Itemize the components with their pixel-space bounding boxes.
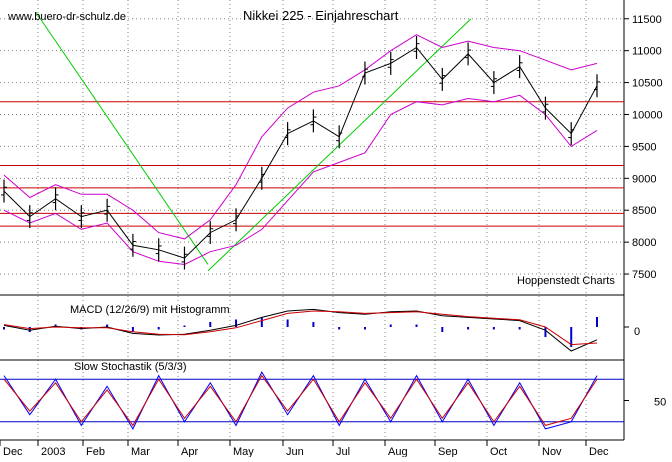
x-tick-label: 2003 (41, 446, 65, 457)
x-tick-label: Mar (131, 446, 150, 457)
macd-title: MACD (12/26/9) mit Histogramm (70, 304, 230, 316)
x-tick-label: May (233, 446, 254, 457)
x-tick-label: Dec (3, 446, 23, 457)
trend-line (35, 12, 209, 265)
x-tick-label: Dec (589, 446, 609, 457)
stochastic-panel (0, 371, 624, 430)
price-panel (0, 12, 624, 272)
stochastic-d-line (3, 374, 598, 427)
price-y-tick-label: 7500 (632, 269, 656, 281)
x-tick-label: Oct (490, 446, 507, 457)
chart-title: Nikkei 225 - Einjahreschart (243, 8, 399, 23)
source-label: Hoppenstedt Charts (517, 275, 615, 287)
macd-line (3, 308, 598, 352)
axis-layer: Dec 2003 Feb Mar Apr May Jun Jul Aug Sep Oct Nov Dec… (0, 14, 666, 458)
x-tick-label: Nov (542, 446, 562, 457)
price-y-tick-label: 8500 (632, 205, 656, 217)
price-y-tick-label: 11500 (632, 14, 662, 26)
price-y-tick-label: 9000 (632, 173, 656, 185)
price-line (3, 46, 598, 259)
x-tick-label: Aug (388, 446, 408, 457)
watermark-text: www.buero-dr-schulz.de (7, 11, 126, 23)
x-tick-label: Apr (181, 446, 198, 457)
x-tick-label: Jul (336, 446, 350, 457)
macd-y-tick-label: 0 (634, 326, 640, 338)
price-y-tick-label: 8000 (632, 237, 656, 249)
price-y-tick-label: 10500 (632, 78, 663, 90)
price-y-tick-label: 10000 (632, 109, 663, 121)
stochastic-y-tick-label: 50 (654, 397, 666, 409)
macd-signal-line (3, 310, 598, 346)
price-y-tick-label: 11000 (632, 46, 662, 58)
x-tick-label: Jun (286, 446, 304, 457)
bollinger-lower-line (3, 94, 598, 266)
stochastic-title: Slow Stochastik (5/3/3) (74, 361, 187, 373)
price-y-tick-label: 9500 (632, 141, 656, 153)
bollinger-upper-line (3, 34, 598, 240)
macd-panel (3, 308, 598, 352)
panel-layer (0, 0, 625, 441)
x-tick-label: Feb (86, 446, 105, 457)
x-tick-label: Sep (438, 446, 458, 457)
